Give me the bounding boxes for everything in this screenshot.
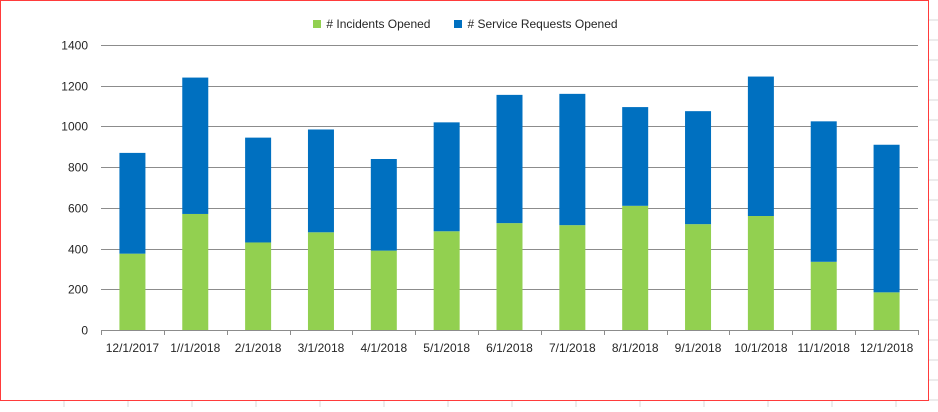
y-tick-label: 400 [68, 243, 88, 257]
bar-incidents-opened [559, 225, 586, 330]
x-tick-label: 7/1/2018 [549, 341, 596, 355]
bar-service-requests-opened [622, 107, 649, 206]
bar-service-requests-opened [873, 144, 900, 293]
bar-incidents-opened [119, 253, 146, 330]
bar-service-requests-opened [245, 137, 272, 243]
legend-label-service-requests: # Service Requests Opened [467, 17, 618, 31]
legend-item-service-requests: # Service Requests Opened [454, 17, 618, 31]
y-tick-label: 200 [68, 283, 88, 297]
bar-incidents-opened [622, 205, 649, 330]
x-tick-label: 3/1/2018 [298, 341, 345, 355]
bar-service-requests-opened [119, 152, 146, 254]
bar-incidents-opened [747, 216, 774, 330]
bar-incidents-opened [433, 231, 460, 330]
x-tick-label: 1//1/2018 [170, 341, 220, 355]
x-tick-label: 11/1/2018 [797, 341, 850, 355]
y-tick-label: 0 [81, 324, 88, 338]
bar-incidents-opened [496, 223, 523, 330]
x-tick-label: 10/1/2018 [734, 341, 788, 355]
x-tick-label: 9/1/2018 [675, 341, 722, 355]
legend-item-incidents: # Incidents Opened [313, 17, 430, 31]
bar-incidents-opened [307, 232, 334, 330]
bar-service-requests-opened [433, 122, 460, 232]
bar-service-requests-opened [747, 76, 774, 216]
y-tick-label: 1000 [61, 120, 88, 134]
bar-incidents-opened [810, 261, 837, 330]
bar-incidents-opened [873, 292, 900, 330]
bar-service-requests-opened [685, 111, 712, 225]
y-tick-label: 1400 [61, 39, 88, 53]
x-tick-label: 4/1/2018 [360, 341, 407, 355]
bar-service-requests-opened [182, 77, 209, 214]
y-tick-label: 600 [68, 202, 88, 216]
chart-area[interactable]: # Incidents Opened # Service Requests Op… [0, 0, 929, 401]
bar-incidents-opened [182, 213, 209, 330]
x-tick-label: 12/1/2018 [860, 341, 914, 355]
bar-incidents-opened [685, 224, 712, 330]
x-tick-label: 6/1/2018 [486, 341, 533, 355]
y-tick-label: 800 [68, 161, 88, 175]
bar-service-requests-opened [810, 121, 837, 262]
bar-service-requests-opened [559, 93, 586, 226]
legend-swatch-service-requests [454, 20, 463, 28]
x-tick-label: 8/1/2018 [612, 341, 659, 355]
y-tick-label: 1200 [61, 80, 88, 94]
x-tick-label: 12/1/2017 [106, 341, 160, 355]
x-tick-label: 2/1/2018 [235, 341, 282, 355]
bar-incidents-opened [245, 242, 272, 330]
legend-swatch-incidents [313, 20, 322, 28]
x-tick-label: 5/1/2018 [423, 341, 470, 355]
bar-service-requests-opened [307, 129, 334, 233]
bar-incidents-opened [370, 250, 397, 330]
bar-service-requests-opened [496, 94, 523, 224]
bar-service-requests-opened [370, 159, 397, 251]
plot-area: 0 200 400 600 800 1000 1200 1400 12/1/2017 1//1/2… [61, 39, 919, 355]
legend-label-incidents: # Incidents Opened [326, 17, 431, 31]
chart-legend: # Incidents Opened # Service Requests Op… [1, 17, 930, 31]
